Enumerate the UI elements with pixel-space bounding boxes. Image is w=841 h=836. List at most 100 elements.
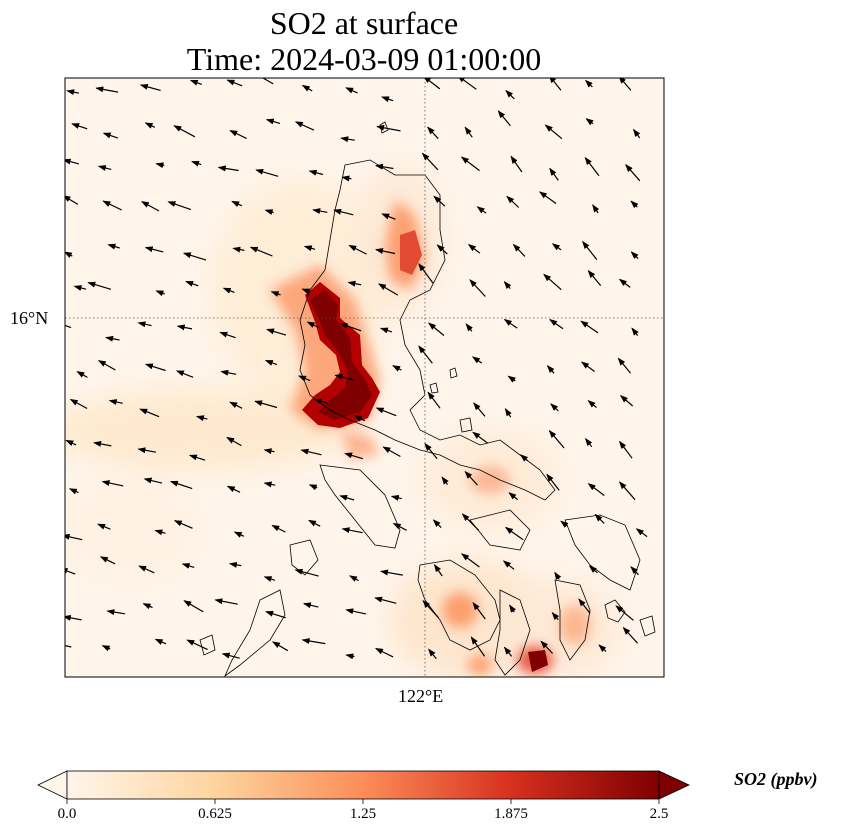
wind-arrow (473, 402, 486, 417)
wind-arrow (340, 136, 355, 143)
wind-arrow (144, 122, 156, 129)
wind-arrow (264, 209, 274, 216)
wind-arrow (433, 563, 443, 577)
wind-arrow (594, 513, 605, 524)
wind-arrow (97, 523, 111, 530)
wind-arrow (543, 273, 562, 291)
wind-arrow (441, 476, 449, 485)
wind-arrow (615, 605, 634, 621)
wind-arrow (271, 524, 286, 533)
wind-arrow (472, 602, 486, 620)
wind-arrow (301, 638, 326, 645)
wind-arrow (141, 201, 160, 212)
wind-arrow (551, 243, 562, 251)
wind-arrow (221, 652, 240, 659)
wind-arrow (97, 360, 116, 371)
wind-arrow (263, 448, 275, 455)
colorbar-tick-label: 1.25 (349, 806, 377, 822)
wind-arrow (69, 398, 88, 410)
wind-arrow (294, 568, 319, 577)
wind-arrow (181, 563, 195, 569)
wind-arrow (580, 320, 599, 334)
wind-arrow (219, 331, 236, 339)
wind-arrow (502, 560, 515, 570)
wind-arrow (263, 481, 276, 488)
wind-arrow (65, 439, 77, 447)
wind-arrow (265, 610, 286, 619)
wind-arrow (231, 200, 243, 208)
wind-vectors (65, 78, 648, 660)
wind-arrow (560, 520, 569, 528)
wind-arrow (424, 442, 438, 460)
wind-arrow (585, 118, 594, 126)
wind-arrow (301, 288, 311, 295)
wind-arrow (465, 323, 473, 332)
wind-arrow (631, 327, 639, 336)
wind-arrow (308, 169, 324, 176)
wind-arrow (334, 374, 355, 381)
wind-arrow (222, 287, 235, 294)
wind-arrow (584, 79, 593, 88)
wind-arrow (195, 415, 208, 422)
wind-arrow (101, 645, 111, 652)
wind-arrow (345, 608, 367, 615)
wind-arrow (101, 480, 124, 487)
wind-arrow (549, 167, 559, 181)
wind-arrow (217, 165, 239, 172)
colorbar-tick-marks (66, 799, 660, 804)
wind-arrow (635, 528, 648, 538)
wind-arrow (461, 513, 480, 531)
map-title: SO2 at surface (269, 5, 459, 41)
coastlines (199, 121, 656, 677)
wind-arrow (418, 345, 433, 364)
colorbar-tick-label: 0.0 (57, 806, 77, 822)
wind-arrow (460, 553, 480, 568)
wind-arrow (380, 569, 403, 576)
wind-arrow (504, 526, 524, 541)
wind-arrow (105, 335, 120, 342)
wind-arrow (381, 96, 394, 103)
wind-arrow (422, 600, 440, 619)
wind-arrow (374, 596, 397, 604)
wind-arrow (428, 648, 437, 660)
wind-arrow (226, 79, 243, 87)
wind-arrow (378, 283, 399, 296)
wind-arrow (173, 125, 196, 138)
wind-arrow (617, 357, 631, 374)
wind-arrow (68, 488, 79, 495)
wind-arrow (302, 602, 319, 609)
wind-arrow (272, 641, 289, 652)
wind-arrow (470, 636, 486, 657)
wind-arrow (270, 291, 281, 297)
wind-arrow (220, 369, 237, 376)
wind-arrow (167, 201, 192, 211)
wind-arrow (301, 84, 313, 92)
wind-arrow (144, 363, 166, 372)
wind-arrow (580, 361, 595, 372)
wind-arrow (65, 195, 79, 205)
wind-arrow (341, 527, 363, 534)
wind-arrow (428, 322, 445, 336)
wind-arrow (183, 600, 204, 613)
wind-arrow (76, 371, 88, 378)
wind-arrow (546, 473, 560, 491)
wind-arrow (155, 290, 165, 297)
wind-arrow (65, 158, 80, 165)
wind-arrow (188, 454, 206, 461)
wind-arrow (550, 403, 559, 412)
wind-arrow (294, 121, 315, 131)
wind-arrow (510, 155, 523, 173)
wind-arrow (306, 321, 319, 329)
lon-tick-label: 122°E (398, 686, 444, 706)
wind-arrow (375, 407, 397, 417)
wind-arrow (106, 609, 126, 616)
colorbar-title: SO2 (ppbv) (734, 769, 818, 789)
wind-arrow (554, 571, 562, 581)
wind-arrow (137, 447, 157, 454)
wind-arrow (349, 575, 359, 582)
wind-arrow (228, 561, 242, 568)
wind-arrow (625, 164, 641, 182)
wind-arrow (139, 408, 160, 418)
